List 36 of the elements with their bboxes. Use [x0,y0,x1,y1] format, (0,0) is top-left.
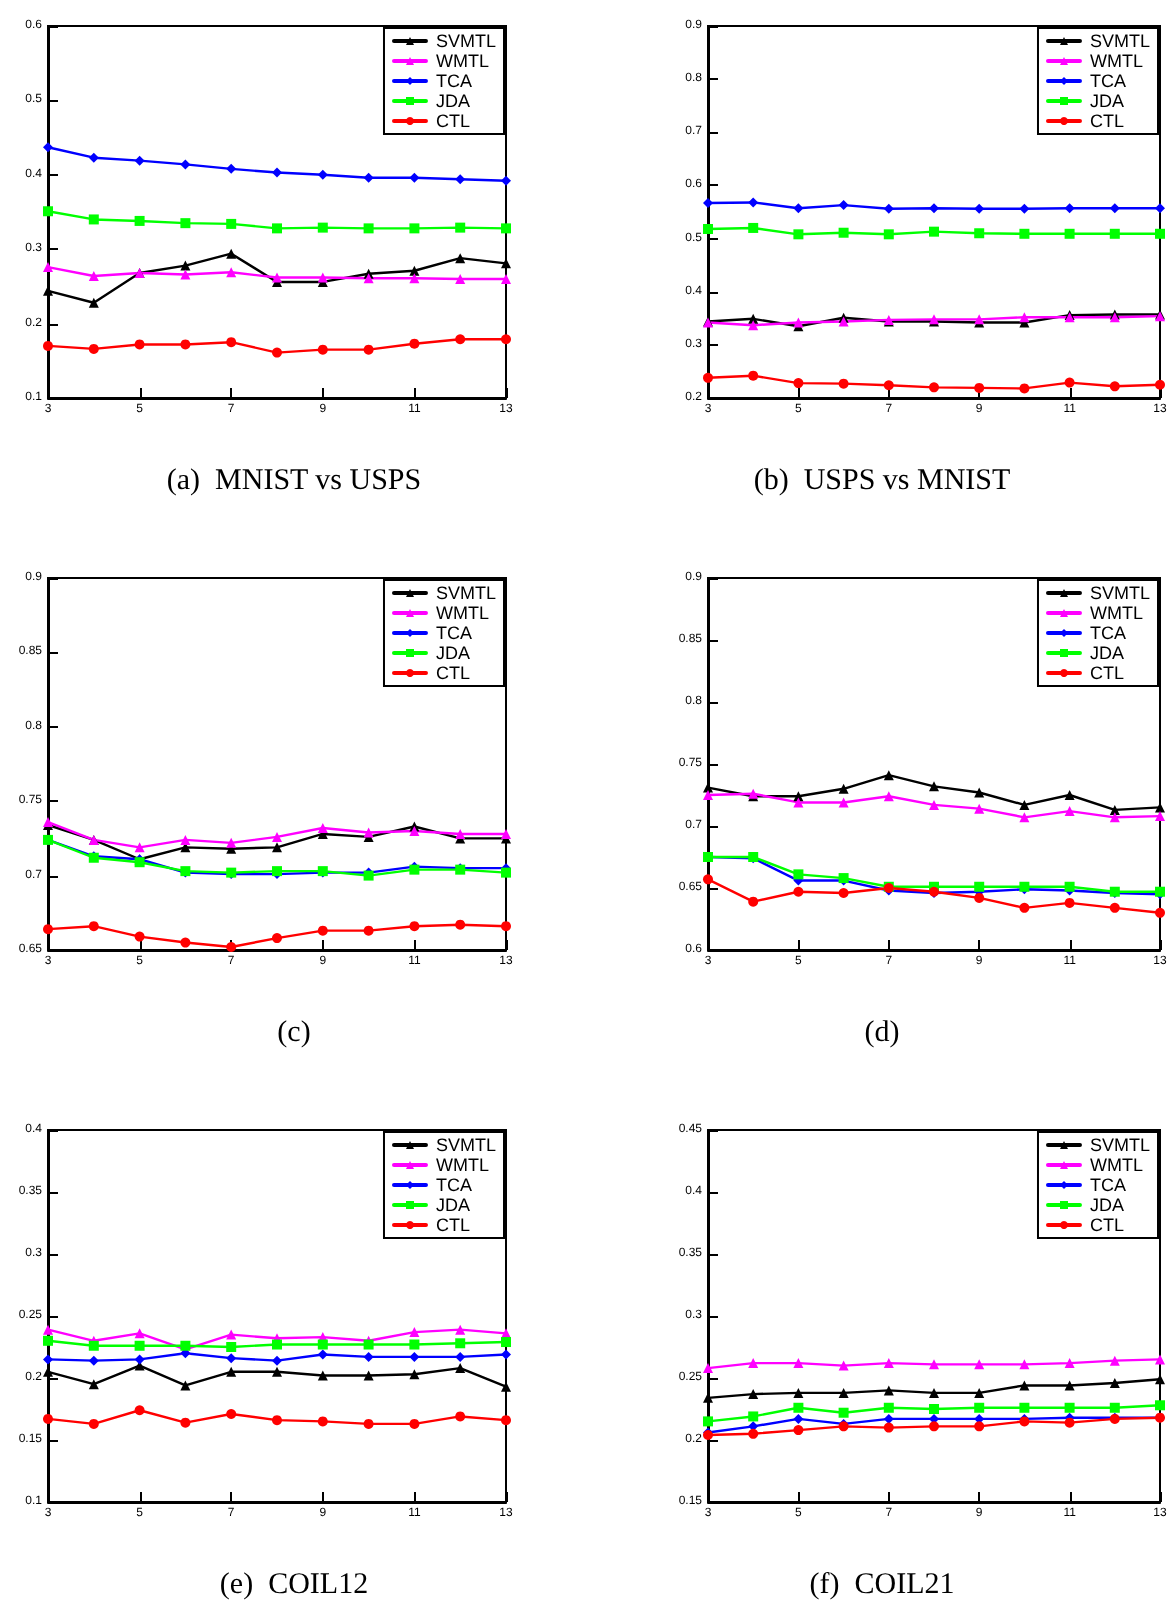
text: (b) USPS vs MNIST [753,465,1011,497]
legend-label: JDA [1089,91,1125,111]
legend-label: TCA [435,1175,472,1195]
legend-label: WMTL [1089,603,1143,623]
legend-label: JDA [1089,643,1125,663]
legend-label: TCA [435,623,472,643]
legend-label: WMTL [1089,1155,1143,1175]
legend-label: CTL [1089,1215,1125,1235]
legend-label: JDA [1089,1195,1125,1215]
legend-label: SVMTL [435,31,497,51]
text: (d) [864,1017,900,1049]
legend-label: TCA [435,71,472,91]
legend-label: SVMTL [1089,583,1151,603]
legend-label: CTL [435,111,471,131]
legend-label: CTL [435,663,471,683]
legend-label: TCA [1089,1175,1126,1195]
legend-label: JDA [435,91,471,111]
legend-label: WMTL [1089,51,1143,71]
text: (a) MNIST vs USPS [166,465,422,497]
legend-label: CTL [1089,111,1125,131]
legend-label: SVMTL [1089,1135,1151,1155]
legend-label: SVMTL [435,1135,497,1155]
legend-label: SVMTL [435,583,497,603]
legend-label: JDA [435,1195,471,1215]
legend-label: TCA [1089,71,1126,91]
text: (f) COIL21 [809,1569,955,1601]
legend-label: SVMTL [1089,31,1151,51]
legend-label: WMTL [435,1155,489,1175]
legend-label: WMTL [435,51,489,71]
legend-label: CTL [1089,663,1125,683]
legend-label: CTL [435,1215,471,1235]
legend-label: TCA [1089,623,1126,643]
text: (c) [277,1017,311,1049]
legend-label: WMTL [435,603,489,623]
text: (e) COIL12 [219,1569,369,1601]
legend-label: JDA [435,643,471,663]
